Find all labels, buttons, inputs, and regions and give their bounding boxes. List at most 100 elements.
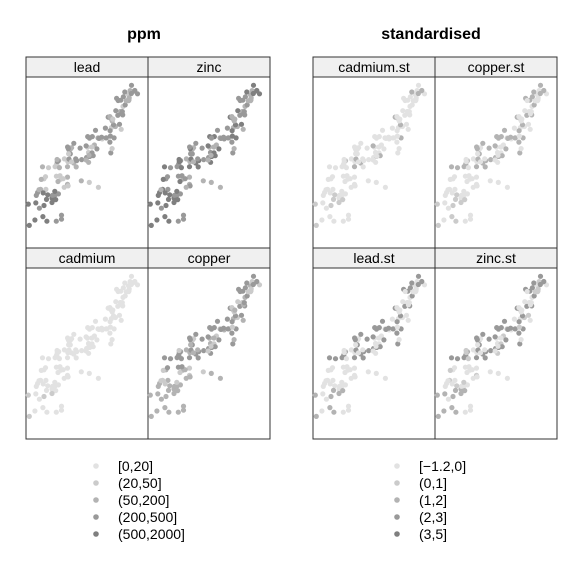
data-point bbox=[477, 350, 484, 356]
data-point bbox=[340, 197, 346, 203]
data-point bbox=[332, 192, 338, 198]
data-point bbox=[154, 217, 160, 223]
data-point bbox=[441, 217, 447, 223]
data-point bbox=[467, 212, 474, 218]
data-point bbox=[344, 364, 350, 370]
data-point bbox=[400, 108, 406, 114]
data-point bbox=[92, 318, 99, 324]
data-point bbox=[86, 370, 92, 376]
data-point bbox=[205, 348, 211, 354]
data-point bbox=[537, 273, 544, 279]
data-point bbox=[413, 286, 419, 292]
data-point bbox=[107, 319, 113, 325]
data-point bbox=[162, 405, 168, 411]
data-point bbox=[503, 337, 509, 343]
data-point bbox=[33, 391, 39, 397]
data-point bbox=[419, 278, 425, 285]
data-point bbox=[155, 391, 161, 397]
data-point bbox=[405, 317, 411, 323]
data-point bbox=[177, 178, 183, 185]
data-point bbox=[344, 173, 350, 179]
data-point bbox=[154, 408, 160, 414]
data-point bbox=[175, 409, 181, 415]
data-point bbox=[167, 192, 173, 198]
data-point bbox=[180, 216, 187, 222]
data-point bbox=[128, 90, 134, 97]
data-point bbox=[108, 150, 114, 156]
data-point bbox=[118, 317, 124, 323]
data-point bbox=[57, 173, 63, 179]
data-point bbox=[379, 318, 386, 324]
data-point bbox=[250, 82, 257, 88]
data-point bbox=[312, 392, 318, 398]
data-point bbox=[448, 164, 455, 170]
data-point bbox=[208, 152, 214, 158]
data-point bbox=[330, 377, 336, 383]
data-point bbox=[345, 407, 352, 413]
data-point bbox=[65, 144, 71, 150]
data-point bbox=[504, 375, 510, 381]
data-point bbox=[516, 330, 522, 336]
data-point bbox=[163, 202, 169, 209]
data-point bbox=[195, 164, 201, 170]
data-point bbox=[348, 375, 354, 381]
data-point bbox=[355, 350, 362, 356]
data-point bbox=[462, 218, 468, 224]
data-point bbox=[531, 293, 537, 299]
panel-strip-label: lead.st bbox=[353, 250, 394, 266]
data-point bbox=[165, 387, 172, 393]
data-point bbox=[332, 356, 339, 362]
data-point bbox=[447, 176, 453, 182]
data-point bbox=[541, 278, 547, 285]
data-point bbox=[462, 197, 468, 203]
data-point bbox=[108, 341, 114, 347]
data-point bbox=[79, 157, 85, 163]
data-point bbox=[348, 347, 354, 353]
data-point bbox=[92, 127, 99, 133]
data-point bbox=[529, 94, 536, 100]
data-point bbox=[508, 134, 514, 140]
data-point bbox=[128, 273, 135, 279]
data-point bbox=[452, 196, 459, 202]
data-point bbox=[40, 405, 46, 411]
data-point bbox=[445, 187, 451, 193]
data-point bbox=[205, 334, 211, 340]
data-point bbox=[370, 157, 376, 163]
data-point bbox=[341, 347, 347, 354]
data-point bbox=[528, 109, 534, 115]
data-point bbox=[186, 365, 193, 371]
data-point bbox=[132, 87, 138, 94]
data-point bbox=[352, 374, 358, 380]
data-point bbox=[208, 370, 214, 376]
data-point bbox=[348, 156, 354, 162]
data-point bbox=[495, 152, 501, 158]
data-point bbox=[531, 280, 537, 286]
data-point bbox=[452, 186, 458, 192]
data-point bbox=[466, 173, 472, 179]
data-point bbox=[238, 121, 245, 127]
data-point bbox=[120, 285, 126, 291]
data-point bbox=[250, 273, 257, 279]
data-point bbox=[470, 156, 476, 162]
data-point bbox=[180, 403, 187, 409]
data-point bbox=[162, 214, 168, 220]
panel-strip-label: copper bbox=[188, 250, 231, 266]
data-point bbox=[434, 392, 440, 398]
data-point bbox=[487, 369, 493, 375]
data-point bbox=[61, 156, 67, 162]
data-point bbox=[171, 199, 177, 206]
data-point bbox=[517, 150, 523, 156]
data-point bbox=[395, 150, 401, 156]
data-point bbox=[155, 200, 161, 206]
data-point bbox=[366, 348, 372, 354]
data-point bbox=[541, 87, 547, 94]
data-point bbox=[382, 375, 388, 381]
data-point bbox=[64, 164, 71, 170]
data-point bbox=[187, 144, 193, 150]
data-point bbox=[122, 280, 128, 286]
data-point bbox=[409, 89, 415, 95]
data-point bbox=[454, 165, 461, 171]
data-point bbox=[386, 325, 392, 331]
data-point bbox=[56, 356, 63, 362]
data-point bbox=[188, 151, 194, 157]
